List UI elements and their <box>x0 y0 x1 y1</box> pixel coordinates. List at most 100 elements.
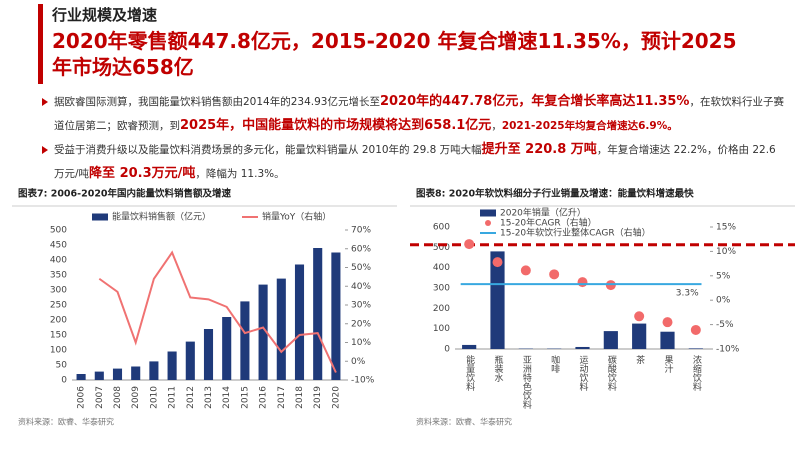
accent-strip <box>38 4 43 84</box>
dot <box>549 269 560 280</box>
y-tick-label: 300 <box>433 284 450 294</box>
legend-label: 15-20年CAGR（右轴） <box>500 217 597 229</box>
chart-panel: 图表8: 2020年软饮料细分子行业销量及增速：能量饮料增速最快资料来源：欧睿、… <box>410 188 795 427</box>
source: 资料来源：欧睿、华泰研究 <box>18 417 114 427</box>
x-tick-label: 亚洲特色饮料 <box>521 355 532 410</box>
y2-tick-label: -10% <box>716 345 740 355</box>
bullet-text: ， <box>491 120 502 132</box>
y2-tick-label: 0% <box>716 296 731 306</box>
x-tick-label: 2016 <box>259 386 269 409</box>
bar <box>112 368 123 380</box>
x-tick-label: 能量饮料 <box>464 354 475 392</box>
y2-tick-label: 10% <box>351 338 371 348</box>
y2-tick-label: 20% <box>351 319 371 329</box>
bar <box>632 323 647 349</box>
bar <box>76 374 86 380</box>
bar <box>258 284 268 380</box>
bar <box>185 341 195 380</box>
x-tick-label: 2008 <box>113 386 123 409</box>
bullet-text: ，年复合增速达 22.2%，价格由 22.6 万元/吨 <box>54 144 776 180</box>
y-tick-label: 100 <box>50 346 67 356</box>
y-tick-label: 200 <box>50 316 67 326</box>
y-tick-label: 500 <box>50 226 67 236</box>
line <box>98 250 337 373</box>
dot <box>464 239 475 250</box>
bullet-text: 2021-2025年均复合增速达6.9%。 <box>501 120 678 132</box>
x-tick-label: 2019 <box>313 386 323 409</box>
x-tick-label: 2007 <box>95 386 105 409</box>
x-tick-label: 2009 <box>131 386 141 409</box>
legend-swatch <box>92 213 108 221</box>
bullet-text: 据欧睿国际测算，我国能量饮料销售额由2014年的234.93亿元增长至 <box>54 96 380 108</box>
legend-label: 能量饮料销售额（亿元） <box>112 211 211 223</box>
y-tick-label: 200 <box>433 304 450 314</box>
x-tick-label: 2010 <box>149 386 159 409</box>
x-tick-label: 浓缩饮料 <box>691 355 702 392</box>
y2-tick-label: 70% <box>351 226 371 236</box>
chart-title: 图表8: 2020年软饮料细分子行业销量及增速：能量饮料增速最快 <box>416 188 694 200</box>
y-tick-label: 100 <box>433 324 450 334</box>
bar <box>660 331 675 349</box>
bar <box>688 348 703 349</box>
section-title: 行业规模及增速 <box>52 6 158 24</box>
x-tick-label: 果汁 <box>663 355 674 374</box>
x-tick-label: 瓶装水 <box>493 354 504 382</box>
bar <box>222 317 232 380</box>
legend-label: 销量YoY（右轴） <box>262 211 331 223</box>
legend-label: 2020年销量（亿升） <box>500 207 586 219</box>
bullet-text: 2020年的447.78亿元，年复合增长率高达11.35% <box>379 94 690 109</box>
bullet-text: ，在软饮料行业子赛道位居第二；欧睿预测，到 <box>54 96 784 132</box>
y-tick-label: 0 <box>61 376 67 386</box>
x-tick-label: 2012 <box>186 386 196 409</box>
x-tick-label: 2020 <box>331 386 341 409</box>
y-tick-label: 400 <box>50 256 67 266</box>
bullet-text: 降至 20.3万元/吨 <box>89 166 196 181</box>
legend-label: 15-20年软饮行业整体CAGR（右轴） <box>500 227 651 239</box>
y-tick-label: 600 <box>433 223 450 233</box>
y-tick-label: 500 <box>433 243 450 253</box>
legend-swatch <box>485 220 491 226</box>
dot <box>577 277 588 288</box>
y-tick-label: 250 <box>50 301 67 311</box>
bar <box>575 346 590 349</box>
y-tick-label: 400 <box>433 263 450 273</box>
bar <box>131 366 141 380</box>
y2-tick-label: 5% <box>716 271 731 281</box>
bar <box>603 331 618 349</box>
bullet-text: 提升至 220.8 万吨 <box>481 142 597 157</box>
dot <box>634 311 645 322</box>
bullet: 受益于消费升级以及能量饮料消费场景的多元化，能量饮料销量从 2010年的 29.… <box>40 138 785 186</box>
bullet-text: 2025年，中国能量饮料的市场规模将达到658.1亿元 <box>180 118 492 133</box>
x-tick-label: 咖啡 <box>549 354 560 374</box>
y-tick-label: 300 <box>50 286 67 296</box>
y-tick-label: 50 <box>56 361 68 371</box>
y-tick-label: 0 <box>444 345 450 355</box>
dot <box>520 265 531 276</box>
y2-tick-label: 30% <box>351 301 371 311</box>
bar <box>276 278 286 380</box>
x-tick-label: 2013 <box>204 386 214 409</box>
y2-tick-label: -5% <box>716 320 734 330</box>
y2-tick-label: 10% <box>716 247 736 257</box>
bar <box>331 252 341 380</box>
source: 资料来源：欧睿、华泰研究 <box>416 417 512 427</box>
bullet-text: 受益于消费升级以及能量饮料消费场景的多元化，能量饮料销量从 2010年的 29.… <box>54 144 482 156</box>
x-tick-label: 2017 <box>277 386 287 409</box>
x-tick-label: 2006 <box>77 386 87 409</box>
y-tick-label: 450 <box>50 241 67 251</box>
y2-tick-label: -10% <box>351 376 375 386</box>
y-tick-label: 150 <box>50 331 67 341</box>
legend-swatch <box>480 209 496 217</box>
bullet-text: ，降幅为 11.3%。 <box>195 168 285 180</box>
dot <box>662 317 673 328</box>
y2-tick-label: 15% <box>716 223 736 233</box>
y2-tick-label: 0% <box>351 357 366 367</box>
bar <box>94 371 104 380</box>
headline: 2020年零售额447.8亿元，2015-2020 年复合增速11.35%，预计… <box>52 29 737 79</box>
chart-title: 图表7: 2006-2020年国内能量饮料销售额及增速 <box>18 188 232 200</box>
reference-label: 3.3% <box>676 289 699 299</box>
y-tick-label: 350 <box>50 271 67 281</box>
bar <box>490 251 505 349</box>
